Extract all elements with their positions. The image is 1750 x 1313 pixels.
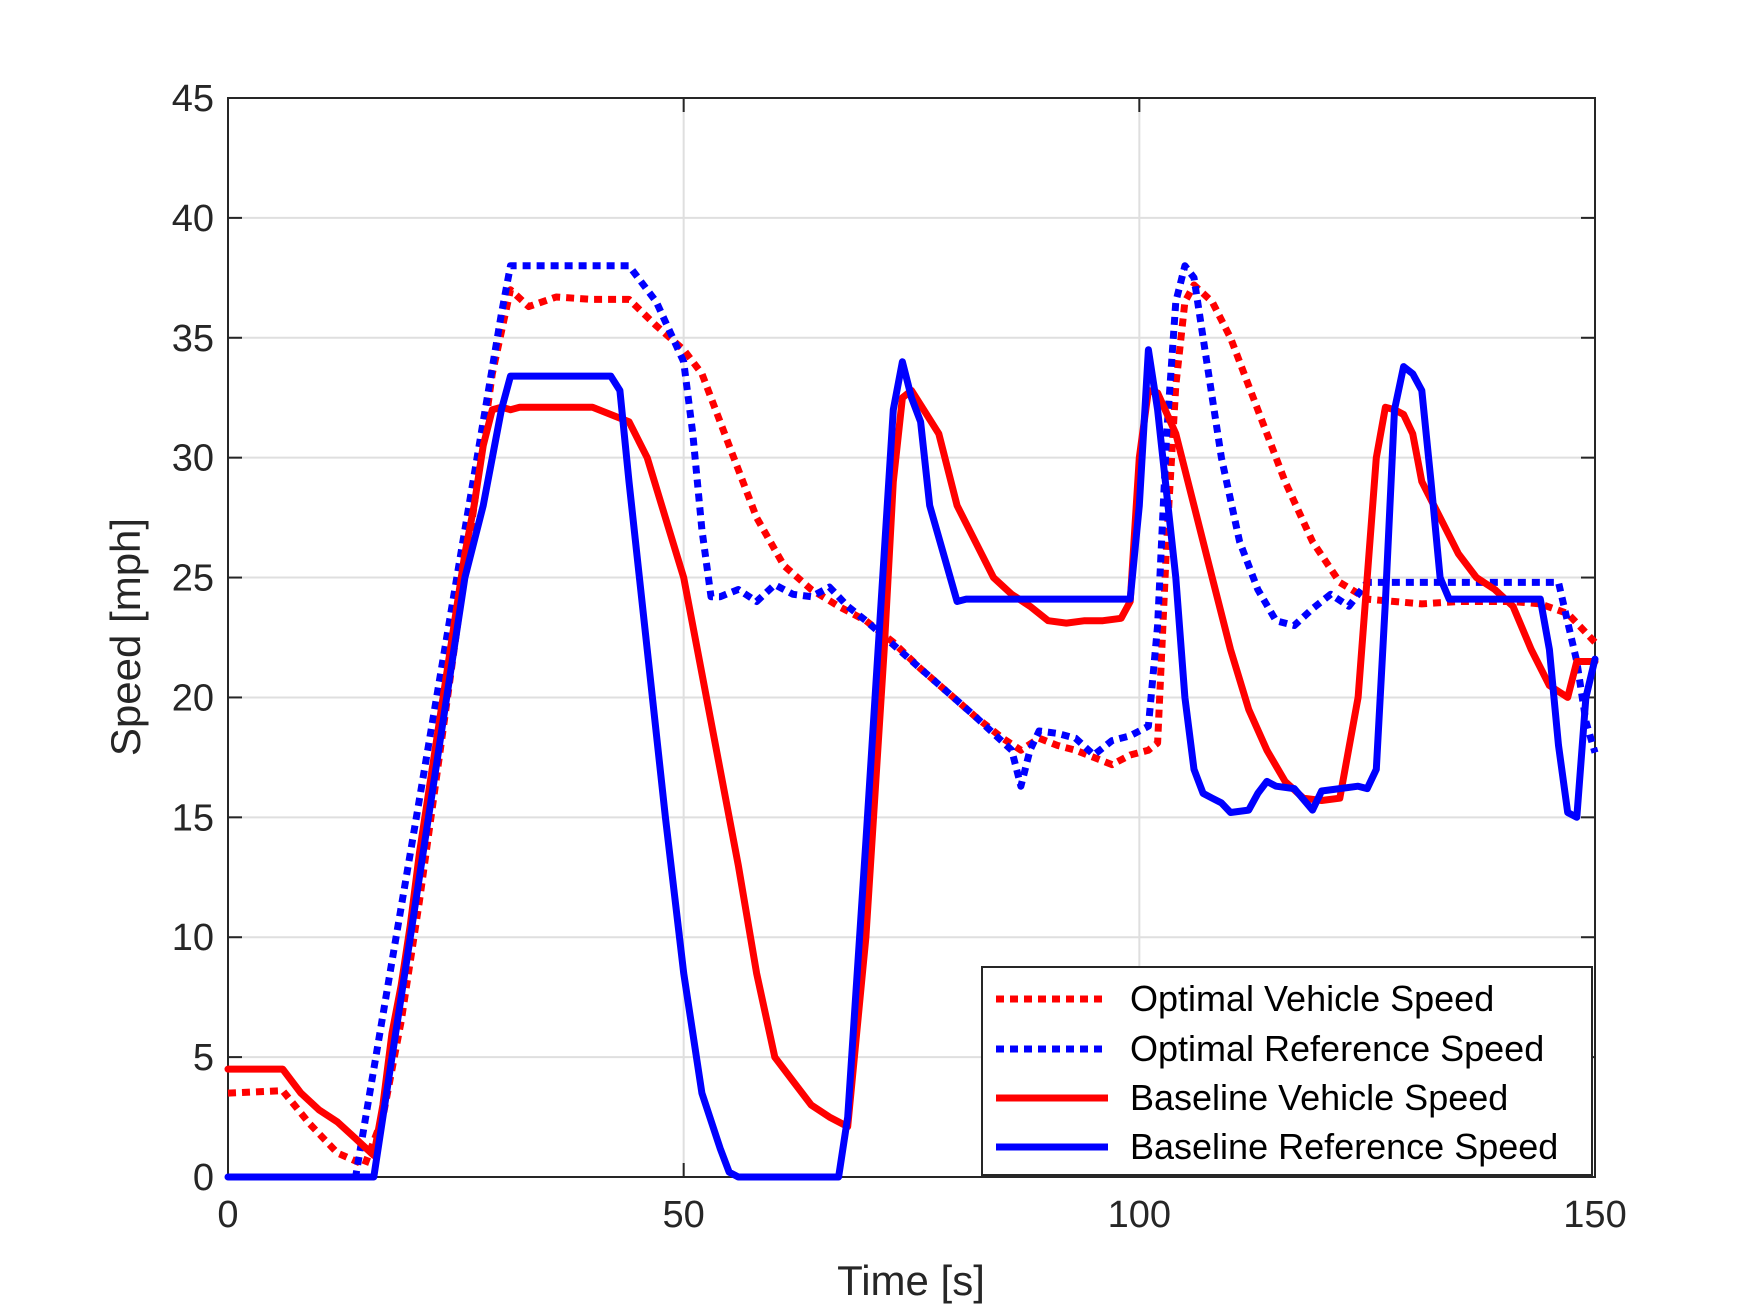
y-tick-label-40: 40	[172, 198, 214, 240]
y-tick-label-35: 35	[172, 318, 214, 360]
legend-label-optimal-reference: Optimal Reference Speed	[1130, 1028, 1544, 1069]
x-axis-label: Time [s]	[837, 1257, 985, 1304]
legend-label-optimal-vehicle: Optimal Vehicle Speed	[1130, 978, 1494, 1019]
series-line-optimal-reference-speed	[228, 262, 1599, 1181]
y-tick-label-5: 5	[193, 1037, 214, 1079]
series-line-baseline-vehicle-speed	[224, 387, 1599, 1159]
legend-label-baseline-reference: Baseline Reference Speed	[1130, 1126, 1558, 1167]
x-tick-label-150: 150	[1563, 1194, 1626, 1236]
y-tick-label-30: 30	[172, 438, 214, 480]
legend-label-baseline-vehicle: Baseline Vehicle Speed	[1130, 1077, 1508, 1118]
x-tick-label-50: 50	[663, 1194, 705, 1236]
series-group	[224, 262, 1599, 1181]
y-axis-label: Speed [mph]	[102, 518, 149, 756]
series-line-baseline-reference-speed	[224, 346, 1599, 1181]
y-tick-label-25: 25	[172, 558, 214, 600]
y-tick-label-20: 20	[172, 677, 214, 719]
tick-labels: 0 5 10 15 20 25 30 35 40 45 0 50 100 150	[172, 78, 1627, 1236]
y-tick-label-0: 0	[193, 1157, 214, 1199]
legend: Optimal Vehicle Speed Optimal Reference …	[981, 966, 1593, 1176]
y-tick-label-10: 10	[172, 917, 214, 959]
x-tick-label-0: 0	[217, 1194, 238, 1236]
x-tick-label-100: 100	[1108, 1194, 1171, 1236]
y-tick-label-45: 45	[172, 78, 214, 120]
y-tick-label-15: 15	[172, 797, 214, 839]
